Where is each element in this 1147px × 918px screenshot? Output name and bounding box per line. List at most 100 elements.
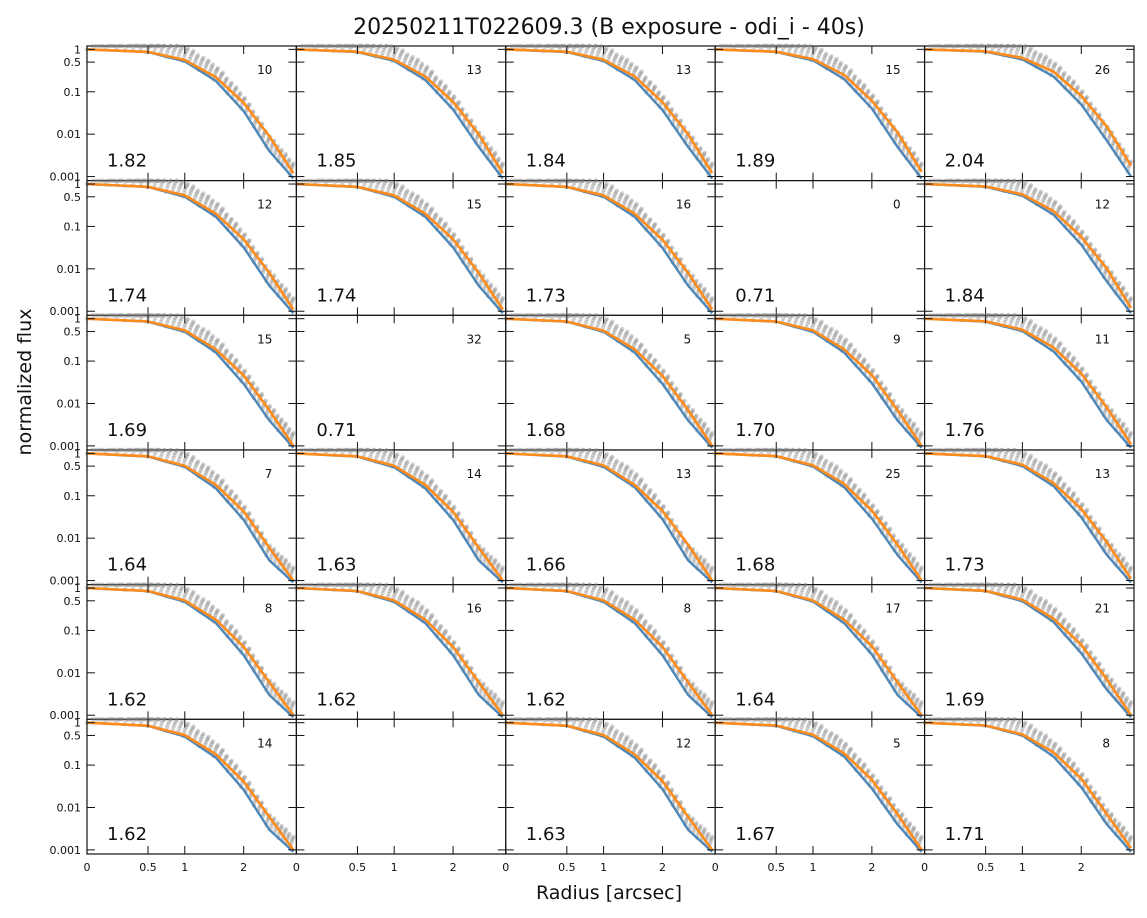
scatter-point: [418, 65, 423, 70]
scatter-point: [420, 198, 425, 203]
scatter-point: [372, 178, 377, 183]
scatter-point: [1044, 463, 1049, 468]
scatter-point: [220, 613, 226, 618]
scatter-point: [175, 313, 180, 318]
scatter-point: [195, 594, 201, 599]
y-tick-label: 0.001: [50, 171, 82, 184]
scatter-point: [1053, 61, 1058, 66]
scatter-point: [919, 565, 924, 570]
scatter-point: [261, 133, 266, 138]
scatter-point: [637, 74, 642, 79]
scatter-point: [852, 482, 858, 488]
scatter-point: [512, 43, 517, 49]
scatter-point: [201, 191, 206, 196]
scatter-point: [168, 43, 173, 49]
panel-fwhm: 1.62: [107, 689, 147, 710]
scatter-point: [604, 451, 609, 457]
scatter-point: [626, 67, 632, 73]
scatter-point: [661, 640, 666, 645]
scatter-point: [283, 421, 289, 426]
scatter-point: [524, 43, 529, 49]
scatter-point: [452, 232, 457, 237]
scatter-point: [500, 565, 505, 570]
scatter-point: [639, 342, 644, 347]
scatter-point: [404, 54, 409, 59]
scatter-point: [175, 178, 180, 183]
scatter-point: [870, 93, 876, 98]
scatter-point: [744, 43, 749, 49]
scatter-point: [403, 56, 408, 61]
scatter-point: [901, 146, 906, 151]
scatter-point: [843, 65, 848, 70]
scatter-point: [706, 156, 711, 161]
scatter-point: [897, 142, 902, 147]
scatter-point: [797, 313, 802, 318]
scatter-point: [443, 221, 448, 226]
scatter-point: [360, 43, 365, 49]
scatter-point: [782, 43, 787, 49]
scatter-point: [834, 56, 839, 61]
scatter-point: [169, 178, 174, 183]
scatter-point: [698, 146, 703, 151]
scatter-point: [611, 58, 617, 63]
panel: 251.68: [713, 447, 926, 586]
scatter-point: [208, 68, 213, 74]
scatter-point: [1006, 447, 1012, 453]
scatter-point: [623, 60, 628, 66]
scatter-point: [206, 194, 211, 199]
panel: 51.68: [503, 313, 716, 451]
scatter-point: [159, 46, 164, 52]
scatter-point: [434, 619, 439, 624]
scatter-point: [531, 43, 536, 49]
scatter-point: [827, 57, 832, 63]
scatter-point: [224, 212, 230, 217]
panel-count: 16: [676, 198, 691, 212]
scatter-point: [598, 449, 604, 454]
scatter-point: [729, 43, 734, 49]
scatter-point: [189, 52, 194, 57]
scatter-point: [378, 582, 383, 587]
scatter-point: [784, 43, 789, 49]
scatter-point: [1048, 332, 1053, 338]
scatter-point: [643, 348, 648, 353]
scatter-point: [175, 447, 180, 453]
scatter-point: [803, 447, 808, 453]
scatter-point: [229, 488, 234, 494]
scatter-point: [718, 43, 723, 49]
panel-fwhm: 1.84: [945, 285, 985, 306]
scatter-point: [618, 58, 623, 63]
scatter-point: [434, 75, 439, 80]
scatter-point: [710, 296, 715, 301]
scatter-point: [414, 59, 420, 64]
scatter-point: [684, 135, 689, 140]
panel-count: 15: [885, 63, 900, 77]
scatter-point: [417, 67, 422, 73]
scatter-point: [98, 43, 104, 49]
scatter-point: [653, 221, 658, 227]
scatter-point: [581, 43, 586, 49]
scatter-point: [807, 45, 812, 50]
scatter-point: [803, 313, 808, 318]
y-tick-label: 0.1: [64, 355, 82, 368]
scatter-point: [1053, 336, 1058, 341]
panel-fwhm: 1.82: [107, 151, 147, 172]
scatter-point: [619, 56, 624, 61]
scatter-point: [242, 96, 247, 102]
scatter-point: [737, 43, 742, 49]
scatter-point: [233, 86, 238, 91]
scatter-point: [625, 329, 630, 334]
scatter-point: [752, 44, 757, 49]
scatter-point: [1062, 346, 1067, 351]
tick-group: [86, 46, 297, 181]
scatter-point: [1071, 355, 1077, 360]
scatter-point: [114, 45, 119, 50]
scatter-point: [437, 82, 442, 87]
scatter-point: [456, 646, 462, 651]
scatter-point: [660, 95, 666, 101]
scatter-point: [838, 62, 843, 67]
scatter-point: [628, 63, 633, 68]
scatter-point: [870, 367, 876, 373]
scatter-point: [610, 589, 615, 595]
scatter-point: [410, 191, 415, 196]
scatter-point: [843, 472, 849, 477]
